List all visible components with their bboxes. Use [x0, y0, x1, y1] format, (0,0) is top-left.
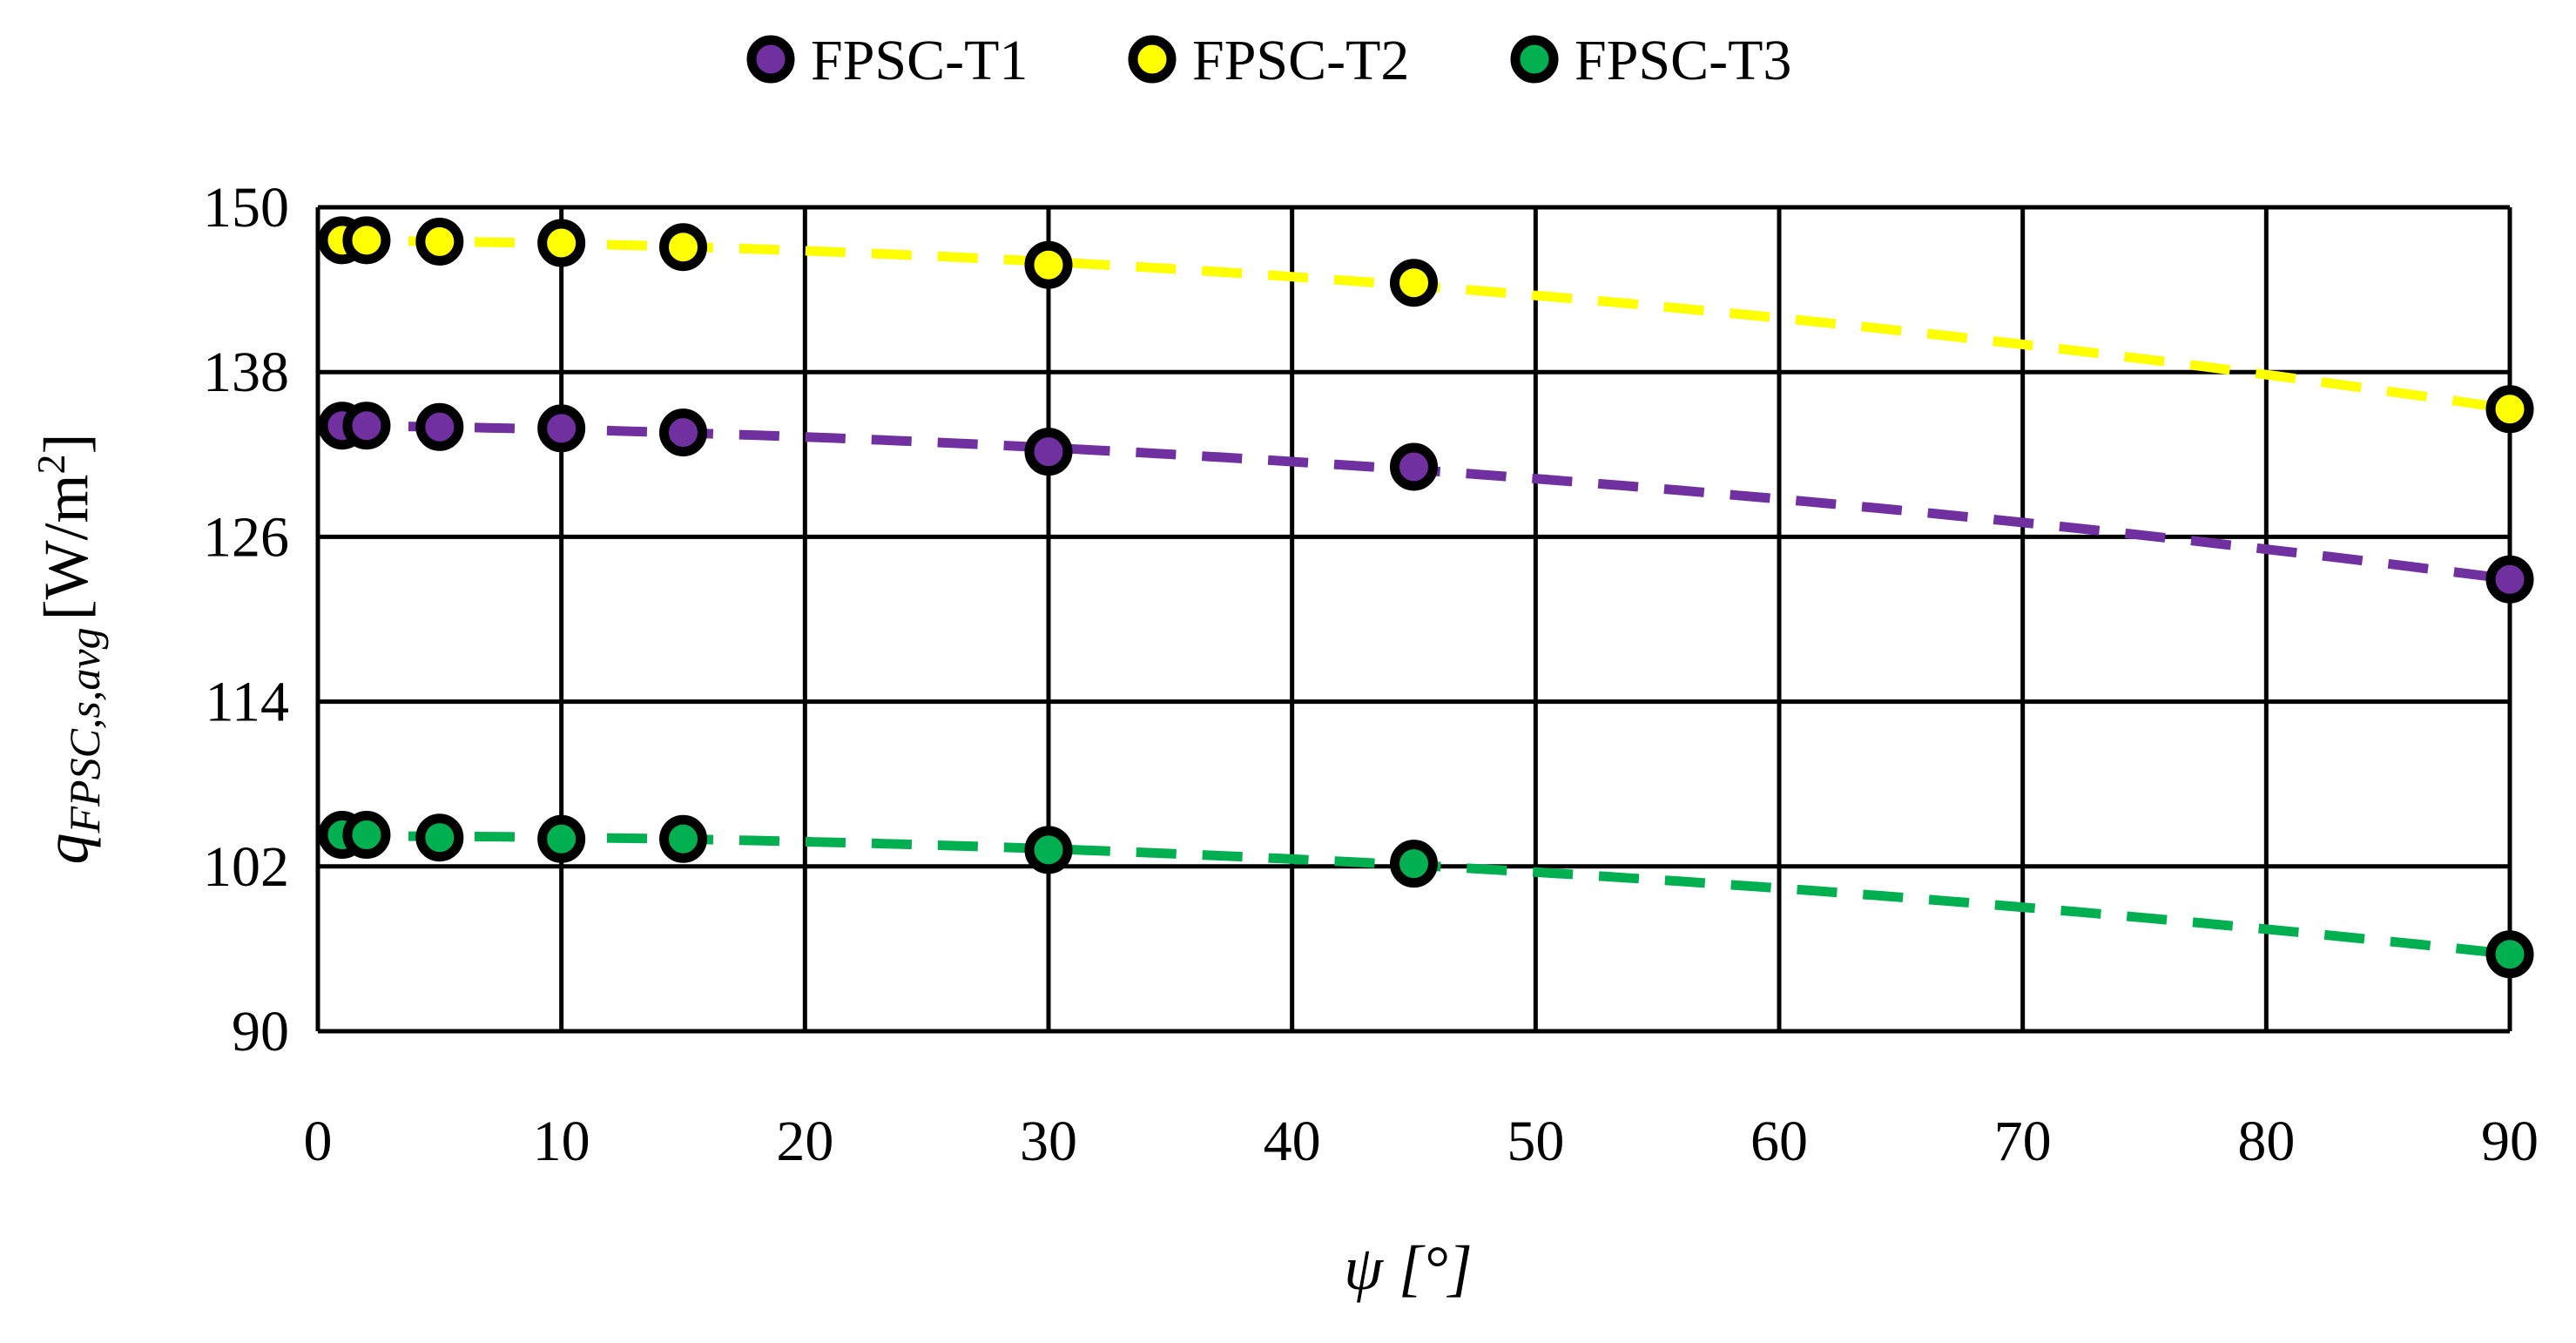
legend-label: FPSC-T2 — [1192, 29, 1409, 92]
data-point-fpsc-t3 — [1390, 840, 1438, 888]
tick-labels: 0 10 20 30 40 50 60 70 80 90 90 102 114 126 138 150 — [203, 176, 2539, 1173]
y-tick-label: 126 — [203, 505, 289, 569]
x-tick-label: 50 — [1507, 1110, 1564, 1173]
x-tick-label: 30 — [1020, 1110, 1077, 1173]
data-point-fpsc-t3 — [342, 811, 391, 860]
y-axis-subscript: FPSC,s,avg — [60, 627, 109, 833]
x-tick-label: 40 — [1264, 1110, 1321, 1173]
x-tick-label: 60 — [1750, 1110, 1808, 1173]
data-point-fpsc-t3 — [537, 814, 586, 863]
legend-marker — [1128, 35, 1177, 84]
y-tick-label: 138 — [203, 341, 289, 404]
y-axis-unit: [W/m — [31, 474, 101, 620]
legend-marker — [1510, 35, 1559, 84]
data-point-fpsc-t1 — [1024, 428, 1073, 476]
legend-label: FPSC-T3 — [1575, 29, 1791, 92]
x-tick-label: 90 — [2481, 1110, 2539, 1173]
y-tick-label: 150 — [203, 176, 289, 240]
y-tick-label: 114 — [205, 671, 289, 734]
legend-item: FPSC-T3 — [1510, 29, 1791, 92]
data-point-fpsc-t3 — [659, 814, 707, 863]
x-axis-title: ψ [°] — [1344, 1233, 1473, 1303]
y-axis-unit-close: ] — [31, 433, 101, 454]
data-point-fpsc-t1 — [415, 402, 464, 451]
x-tick-label: 70 — [1994, 1110, 2052, 1173]
data-markers — [318, 216, 2534, 979]
data-point-fpsc-t1 — [342, 402, 391, 450]
data-point-fpsc-t2 — [342, 216, 391, 265]
legend-item: FPSC-T1 — [746, 29, 1028, 92]
data-point-fpsc-t1 — [1390, 442, 1438, 491]
legend-item: FPSC-T2 — [1128, 29, 1409, 92]
data-point-fpsc-t2 — [415, 217, 464, 266]
svg-text:qFPSC,s,avg[W/m2]: qFPSC,s,avg [W/m2] — [29, 433, 109, 864]
x-tick-label: 80 — [2237, 1110, 2295, 1173]
x-tick-label: 0 — [304, 1110, 333, 1173]
legend: FPSC-T1 FPSC-T2 FPSC-T3 — [746, 29, 1791, 92]
legend-label: FPSC-T1 — [811, 29, 1028, 92]
data-point-fpsc-t1 — [659, 408, 707, 457]
y-axis-title: qFPSC,s,avg [W/m2] — [29, 433, 109, 864]
data-point-fpsc-t1 — [2485, 555, 2534, 604]
x-tick-label: 10 — [533, 1110, 590, 1173]
y-axis-symbol: q — [31, 833, 101, 865]
data-point-fpsc-t2 — [2485, 385, 2534, 434]
data-point-fpsc-t2 — [659, 223, 707, 272]
data-point-fpsc-t2 — [537, 219, 586, 267]
grid — [315, 205, 2512, 1034]
y-axis-unit-sup: 2 — [29, 454, 73, 474]
y-tick-label: 90 — [232, 1000, 289, 1063]
data-point-fpsc-t2 — [1390, 259, 1438, 307]
data-point-fpsc-t3 — [1024, 826, 1073, 874]
x-tick-label: 20 — [776, 1110, 833, 1173]
data-point-fpsc-t1 — [537, 404, 586, 453]
legend-marker — [746, 35, 795, 84]
data-point-fpsc-t2 — [1024, 240, 1073, 289]
data-point-fpsc-t3 — [415, 813, 464, 862]
data-point-fpsc-t3 — [2485, 930, 2534, 979]
y-tick-label: 102 — [203, 835, 289, 899]
